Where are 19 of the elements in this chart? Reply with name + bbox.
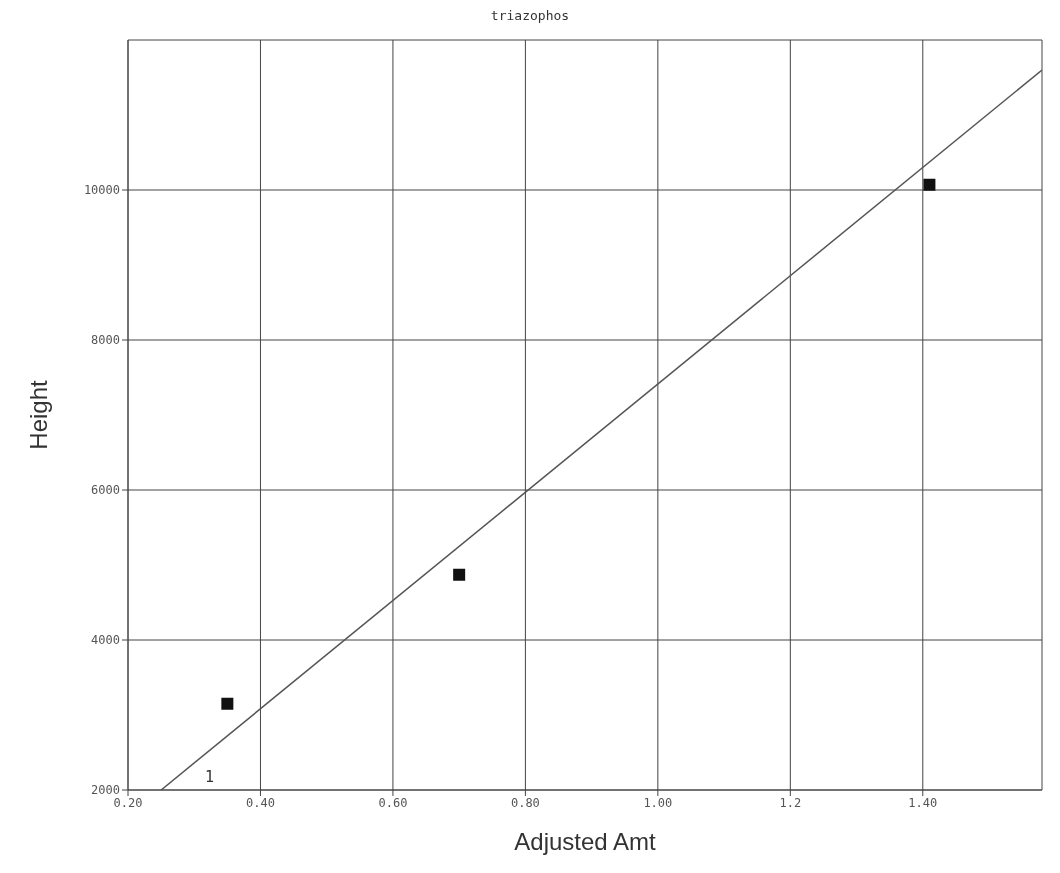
chart-title: triazophos [489, 8, 571, 25]
point [453, 568, 466, 581]
y-tick-label: 4000 [91, 633, 120, 648]
x-tick-label: 1.00 [643, 795, 673, 810]
point [221, 697, 234, 710]
x-tick-label: 0.40 [246, 795, 275, 810]
x-tick-label: 0.60 [378, 795, 408, 810]
x-axis-title: Adjusted Amt [514, 828, 657, 855]
y-tick-label: 10000 [83, 183, 120, 198]
y-axis-title: Height [24, 379, 52, 450]
point [923, 178, 936, 191]
y-tick-label: 8000 [91, 333, 120, 348]
x-tick-label: 0.20 [113, 795, 143, 810]
y-tick-label: 6000 [91, 483, 120, 498]
x-tick-label: 0.80 [510, 795, 540, 810]
x-tick-label: 1.2 [779, 795, 802, 810]
y-tick-label: 2000 [91, 783, 120, 798]
annotation: 1 [205, 768, 215, 786]
x-tick-label: 1.40 [908, 795, 938, 810]
